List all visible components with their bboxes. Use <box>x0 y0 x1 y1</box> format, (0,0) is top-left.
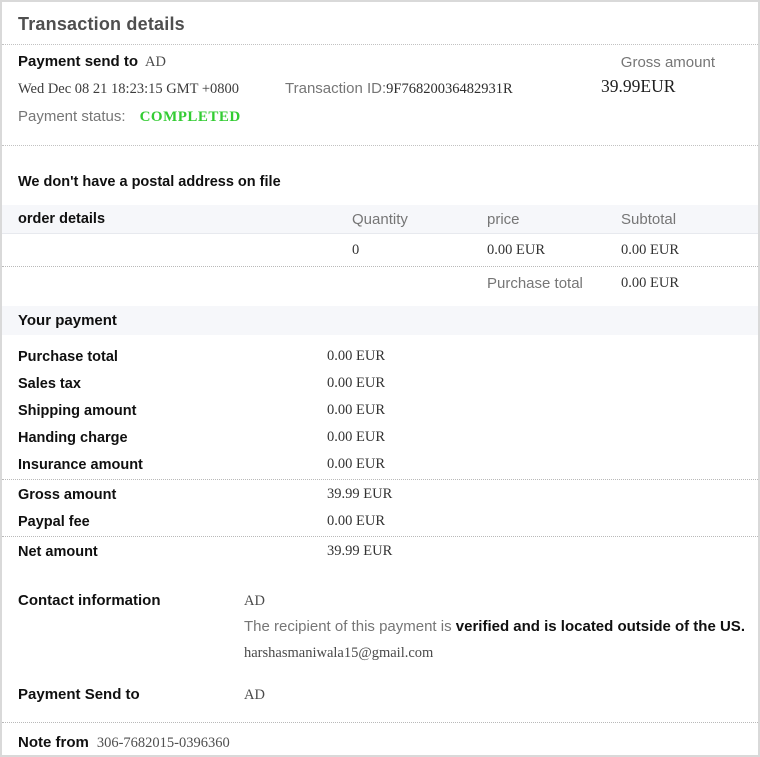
contact-information-label: Contact information <box>18 592 161 609</box>
order-subtotal-value: 0.00 EUR <box>621 241 679 258</box>
payment-row-insurance-amount: Insurance amount 0.00 EUR <box>18 456 385 473</box>
transaction-id-label: Transaction ID: <box>285 80 387 97</box>
payment-send-to-line: Payment send to AD <box>18 53 166 71</box>
payment-row-sales-tax: Sales tax 0.00 EUR <box>18 375 385 392</box>
gross-amount-label: Gross amount <box>620 54 715 71</box>
purchase-total-label: Purchase total <box>487 274 583 292</box>
transaction-id-value: 9F76820036482931R <box>386 81 513 97</box>
page-title: Transaction details <box>18 14 185 34</box>
payment-send-to-value: AD <box>145 54 166 70</box>
note-from-line: Note from 306-7682015-0396360 <box>2 723 758 752</box>
payment-row-handing-charge: Handing charge 0.00 EUR <box>18 429 385 446</box>
divider <box>2 722 758 723</box>
your-payment-rows: Purchase total 0.00 EUR Sales tax 0.00 E… <box>2 335 758 565</box>
order-table-row: 0 0.00 EUR 0.00 EUR <box>2 234 758 267</box>
note-from-label: Note from <box>18 734 89 751</box>
purchase-total-value: 0.00 EUR <box>621 274 679 291</box>
contact-email: harshasmaniwala15@gmail.com <box>244 645 434 661</box>
payment-summary: Payment send to AD Gross amount Wed Dec 0… <box>2 45 758 146</box>
divider <box>2 536 758 537</box>
order-details-header: order details <box>18 211 106 227</box>
recipient-verification-note: The recipient of this payment is verifie… <box>244 618 745 635</box>
payment-row-net-amount: Net amount 39.99 EUR <box>18 543 393 560</box>
order-quantity-value: 0 <box>352 241 360 258</box>
subtotal-header: Subtotal <box>621 210 677 228</box>
order-table-header-row: order details Quantity price Subtotal <box>2 205 758 234</box>
postal-address-notice: We don't have a postal address on file <box>18 174 281 190</box>
purchase-total-row: Purchase total 0.00 EUR <box>2 267 758 299</box>
contact-name: AD <box>244 593 265 609</box>
your-payment-title: Your payment <box>18 312 117 329</box>
payment-status-line: Payment status: COMPLETED <box>18 108 241 126</box>
your-payment-section-header: Your payment <box>2 306 758 335</box>
payment-row-paypal-fee: Paypal fee 0.00 EUR <box>18 513 385 530</box>
payment-row-gross-amount: Gross amount 39.99 EUR <box>18 486 393 503</box>
order-details-table: order details Quantity price Subtotal 0 … <box>2 205 758 299</box>
payment-status-badge: COMPLETED <box>139 109 241 125</box>
contact-information-section: Contact information AD The recipient of … <box>2 588 758 666</box>
quantity-header: Quantity <box>352 210 408 228</box>
payment-row-shipping-amount: Shipping amount 0.00 EUR <box>18 402 385 419</box>
payment-send-to-label: Payment send to <box>18 53 139 70</box>
payment-row-purchase-total: Purchase total 0.00 EUR <box>18 348 385 365</box>
order-price-value: 0.00 EUR <box>487 241 545 258</box>
transaction-date: Wed Dec 08 21 18:23:15 GMT +0800 <box>18 81 239 97</box>
payment-send-to-footer-label: Payment Send to <box>18 686 140 703</box>
payment-status-label: Payment status: <box>18 108 126 125</box>
divider <box>2 479 758 480</box>
payment-send-to-footer-value: AD <box>244 687 265 703</box>
gross-amount-value: 39.99EUR <box>601 76 676 96</box>
transaction-id-line: Transaction ID:9F76820036482931R <box>285 80 513 98</box>
payment-send-to-section: Payment Send to AD <box>2 682 758 708</box>
note-from-value: 306-7682015-0396360 <box>96 735 230 751</box>
contact-information-content: AD The recipient of this payment is veri… <box>244 588 758 666</box>
page-header: Transaction details <box>2 2 758 45</box>
price-header: price <box>487 210 520 228</box>
